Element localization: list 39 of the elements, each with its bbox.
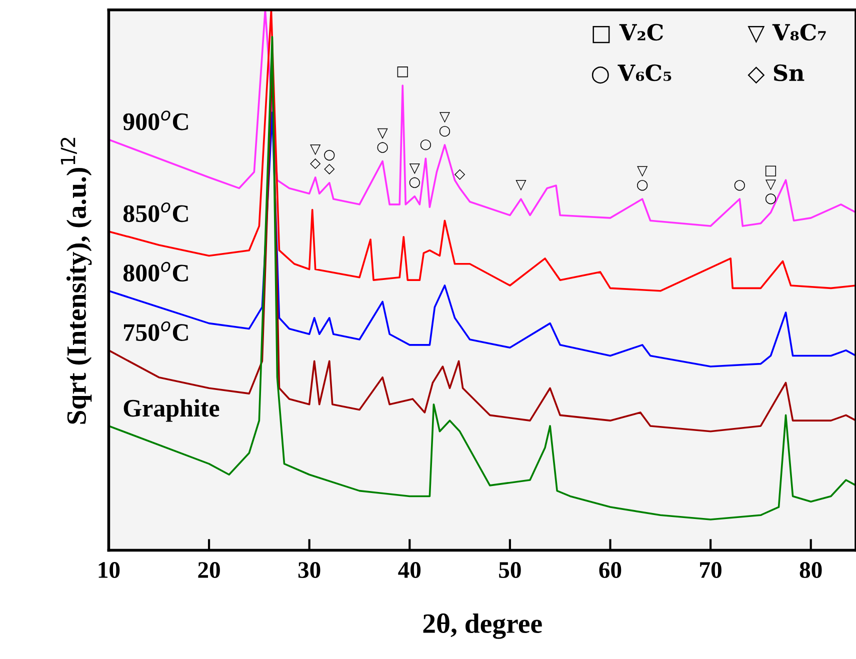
- x-tick-label: 70: [700, 562, 722, 578]
- x-tick-label: 80: [800, 562, 822, 578]
- series-label: 800$^{o}$C: [123, 262, 188, 282]
- series-label: 900$^{o}$C: [123, 110, 188, 130]
- annotation: ◇: [310, 158, 321, 170]
- annotation: ○ V₆C₅: [592, 64, 672, 84]
- annotation: ◇ Sn: [748, 64, 804, 84]
- annotation: ▽: [765, 180, 776, 190]
- annotation: □ V₂C: [592, 24, 663, 44]
- annotation: ▽ V₈C₇: [748, 24, 826, 44]
- y-axis-title: Sqrt (Intensity), (a.u.)$^{1/2}$: [60, 138, 92, 424]
- x-tick-label: 10: [98, 562, 120, 578]
- annotation: ▽: [377, 128, 388, 139]
- x-tick-label: 50: [499, 562, 521, 578]
- annotation: □: [765, 166, 776, 176]
- annotation: ○: [377, 142, 388, 153]
- annotation: ○: [637, 180, 648, 191]
- x-tick-label: 20: [198, 562, 220, 578]
- annotation: ○: [765, 194, 776, 204]
- x-axis-title: 2θ, degree: [423, 613, 542, 639]
- annotation: ◇: [324, 164, 335, 174]
- annotation: ▽: [516, 180, 526, 191]
- x-tick-label: 30: [298, 562, 320, 578]
- series-label: 750$^{o}$C: [124, 321, 188, 341]
- annotation: ○: [734, 180, 745, 191]
- annotation: ▽: [439, 112, 450, 123]
- annotation: ◇: [454, 169, 466, 180]
- x-tick-label: 40: [398, 562, 421, 578]
- annotation: ○: [324, 150, 335, 161]
- annotation: ○: [439, 126, 450, 137]
- annotation: ○: [420, 139, 431, 150]
- series-label: Graphite: [124, 399, 220, 422]
- annotation: ▽: [637, 166, 648, 177]
- annotation: □: [397, 66, 408, 78]
- annotation: ▽: [310, 144, 321, 156]
- annotation: ○: [409, 177, 420, 188]
- x-tick-label: 60: [599, 562, 622, 578]
- series-label: 850$^{o}$C: [123, 202, 188, 222]
- annotation: ▽: [409, 163, 420, 174]
